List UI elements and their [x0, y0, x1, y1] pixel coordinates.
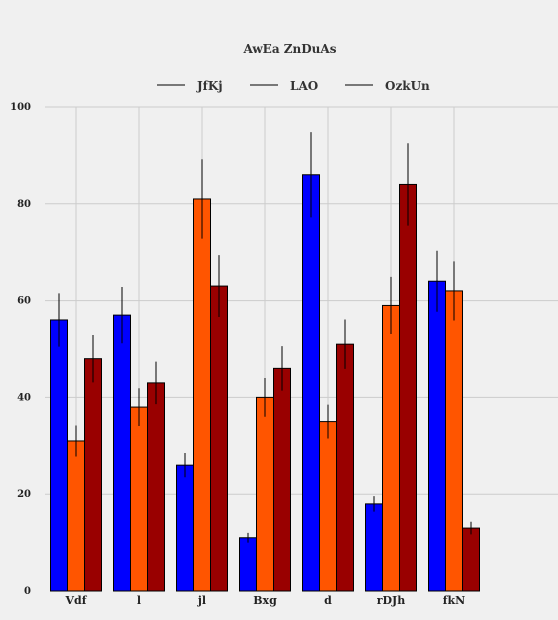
y-tick-label: 20: [17, 489, 31, 500]
bar-LAO-jl: [193, 198, 211, 592]
bar-LAO-Vdf: [67, 440, 85, 592]
bar-OzkUn-rDJh: [399, 183, 417, 592]
bar-OzkUn-Vdf: [84, 358, 102, 592]
bar-JfKj-d: [302, 174, 320, 592]
bar-JfKj-jl: [176, 464, 194, 592]
bar-OzkUn-jl: [210, 285, 228, 592]
bar-JfKj-Bxg: [239, 537, 257, 592]
bar-OzkUn-fkN: [462, 527, 480, 592]
bar-LAO-rDJh: [382, 304, 400, 592]
x-axis-ticks: Vdf l jl Bxg d rDJh fkN: [65, 594, 466, 607]
error-bars: [58, 132, 472, 543]
legend-label-LAO: LAO: [290, 79, 318, 93]
bar-LAO-d: [319, 421, 337, 592]
x-tick-label: Bxg: [253, 594, 277, 607]
x-tick-label: jl: [197, 594, 206, 607]
bar-OzkUn-l: [147, 382, 165, 592]
bar-JfKj-l: [113, 314, 131, 592]
bar-LAO-Bxg: [256, 396, 274, 592]
x-tick-label: Vdf: [65, 594, 88, 607]
x-tick-label: fkN: [443, 594, 465, 607]
legend-label-JfKj: JfKj: [196, 79, 223, 93]
bar-OzkUn-Bxg: [273, 367, 291, 592]
bar-JfKj-fkN: [428, 280, 446, 592]
bar-OzkUn-d: [336, 343, 354, 592]
bar-LAO-l: [130, 406, 148, 592]
legend-label-OzkUn: OzkUn: [385, 79, 430, 93]
legend: JfKj LAO OzkUn: [157, 79, 430, 93]
x-tick-label: rDJh: [377, 594, 406, 607]
chart-title: AwEa ZnDuAs: [243, 42, 337, 56]
y-tick-label: 80: [17, 199, 31, 210]
bar-LAO-fkN: [445, 290, 463, 592]
y-tick-label: 100: [10, 102, 31, 113]
y-tick-label: 0: [24, 586, 31, 597]
y-tick-label: 40: [17, 392, 31, 403]
x-tick-label: l: [137, 594, 141, 607]
bar-JfKj-Vdf: [50, 319, 68, 592]
x-tick-label: d: [324, 594, 332, 607]
bar-JfKj-rDJh: [365, 503, 383, 592]
y-axis-ticks: 0 20 40 60 80 100: [10, 102, 31, 597]
y-tick-label: 60: [17, 296, 31, 307]
